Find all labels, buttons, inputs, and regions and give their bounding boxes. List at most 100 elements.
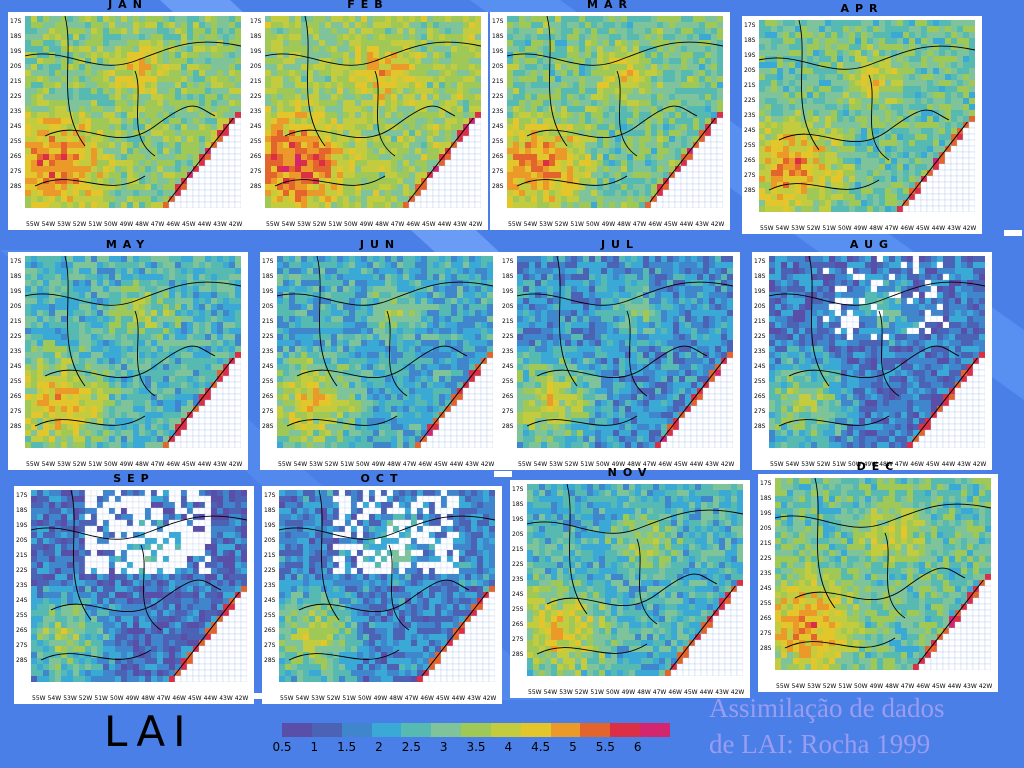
lon-tick: 46W	[420, 695, 434, 702]
lon-tick: 46W	[406, 221, 420, 228]
lat-tick: 19S	[502, 288, 514, 295]
lon-tick: 48W	[885, 683, 899, 690]
lon-tick: 51W	[88, 461, 102, 468]
lon-tick: 55W	[280, 695, 294, 702]
lat-tick: 22S	[760, 555, 772, 562]
lat-tick: 24S	[760, 585, 772, 592]
lat-tick: 24S	[492, 123, 504, 130]
lai-grid-map	[265, 16, 481, 208]
colorbar-tick-label: 2	[375, 740, 383, 754]
lat-tick: 17S	[744, 22, 756, 29]
lon-tick: 43W	[219, 695, 233, 702]
lat-tick: 27S	[262, 408, 274, 415]
lon-tick: 43W	[213, 221, 227, 228]
lon-tick: 43W	[467, 695, 481, 702]
lon-tick: 49W	[853, 225, 868, 232]
lon-tick: 48W	[387, 461, 401, 468]
lat-tick: 24S	[512, 591, 524, 598]
lat-tick: 27S	[16, 642, 28, 649]
lat-tick: 26S	[754, 393, 766, 400]
coastline	[649, 117, 716, 203]
state-border	[769, 281, 985, 306]
coastline	[167, 357, 234, 443]
state-border	[286, 415, 398, 427]
lon-tick: 45W	[684, 689, 698, 696]
map-frame: 17S 18S 19S 20S 21S 22S 23S 24S 25S 26S 27S 28S 55W 5…	[500, 252, 740, 470]
lat-tick: 23S	[262, 348, 274, 355]
lon-tick: 53W	[57, 221, 71, 228]
lat-tick: 18S	[10, 33, 22, 40]
lon-tick: 53W	[801, 461, 815, 468]
lon-tick: 52W	[312, 221, 327, 228]
lon-tick: 52W	[816, 461, 831, 468]
lon-tick: 48W	[141, 695, 155, 702]
lon-tick: 44W	[931, 225, 946, 232]
lai-grid-map	[517, 256, 733, 448]
slide-marker	[494, 471, 512, 477]
lat-tick: 21S	[744, 82, 756, 89]
colorbar-tick-label: 4.5	[531, 740, 551, 754]
state-border	[526, 415, 638, 427]
lai-grid-map	[31, 490, 247, 682]
lon-tick: 55W	[770, 461, 784, 468]
lon-tick: 52W	[324, 461, 339, 468]
lat-tick: 20S	[10, 303, 22, 310]
lat-tick: 17S	[754, 258, 766, 265]
colorbar-tick-label: 5	[569, 740, 577, 754]
state-border	[507, 41, 723, 66]
lon-tick: 54W	[791, 683, 806, 690]
lai-grid-map	[769, 256, 985, 448]
lat-tick: 26S	[16, 627, 28, 634]
lon-tick: 43W	[453, 221, 467, 228]
lon-tick: 42W	[710, 221, 725, 228]
lon-tick: 50W	[358, 695, 372, 702]
lon-tick: 46W	[668, 689, 682, 696]
lon-tick: 44W	[699, 689, 714, 696]
colorbar	[282, 723, 670, 737]
lat-tick: 18S	[760, 495, 772, 502]
state-border	[566, 484, 588, 615]
state-border	[808, 256, 830, 387]
lat-tick: 24S	[16, 597, 28, 604]
lat-tick: 25S	[250, 138, 262, 145]
month-panel-oct: OCT 17S 18S 19S 20S 21S 22S 23S 24S 25S 26S 27S 28S 5…	[262, 472, 502, 704]
lat-tick: 27S	[760, 630, 772, 637]
lat-tick: 27S	[492, 168, 504, 175]
lat-tick: 24S	[264, 597, 276, 604]
lon-tick: 46W	[658, 461, 672, 468]
state-border	[40, 649, 152, 661]
state-border	[546, 16, 568, 147]
lat-tick: 19S	[250, 48, 262, 55]
state-border	[140, 544, 162, 631]
state-border	[556, 256, 578, 387]
lat-tick: 23S	[502, 348, 514, 355]
lai-grid-map	[279, 490, 495, 682]
state-border	[64, 16, 86, 147]
state-border	[527, 509, 743, 534]
lon-tick: 51W	[94, 695, 108, 702]
month-panel-jun: JUN 17S 18S 19S 20S 21S 22S 23S 24S 25S 26S 27S 28S 5…	[260, 238, 500, 470]
lon-tick: 47W	[884, 225, 899, 232]
lat-tick: 21S	[250, 78, 262, 85]
state-border	[134, 70, 156, 157]
month-panel-aug: AUG 17S 18S 19S 20S 21S 22S 23S 24S 25S 26S 27S 28S 5…	[752, 238, 992, 470]
lon-tick: 47W	[156, 695, 171, 702]
lat-tick: 23S	[754, 348, 766, 355]
lat-tick: 20S	[262, 303, 274, 310]
lat-tick: 28S	[250, 183, 262, 190]
lon-tick: 42W	[962, 225, 977, 232]
lat-tick: 25S	[492, 138, 504, 145]
colorbar-tick-label: 1.5	[337, 740, 357, 754]
state-border	[279, 515, 495, 540]
lat-tick: 19S	[10, 48, 22, 55]
lat-tick: 27S	[744, 172, 756, 179]
colorbar-tick-label: 1	[310, 740, 319, 754]
month-panel-jan: JAN 17S 18S 19S 20S 21S 22S 23S 24S 25S 26S 27S 28S 5…	[8, 0, 248, 230]
lat-tick: 23S	[16, 582, 28, 589]
lat-tick: 25S	[264, 612, 276, 619]
lon-tick: 43W	[695, 221, 709, 228]
lat-tick: 27S	[754, 408, 766, 415]
colorbar-swatch	[431, 723, 462, 737]
lat-tick: 21S	[10, 78, 22, 85]
lat-tick: 22S	[492, 93, 504, 100]
